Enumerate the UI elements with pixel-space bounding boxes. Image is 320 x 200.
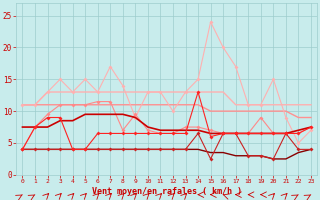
X-axis label: Vent moyen/en rafales ( km/h ): Vent moyen/en rafales ( km/h )	[92, 187, 242, 196]
